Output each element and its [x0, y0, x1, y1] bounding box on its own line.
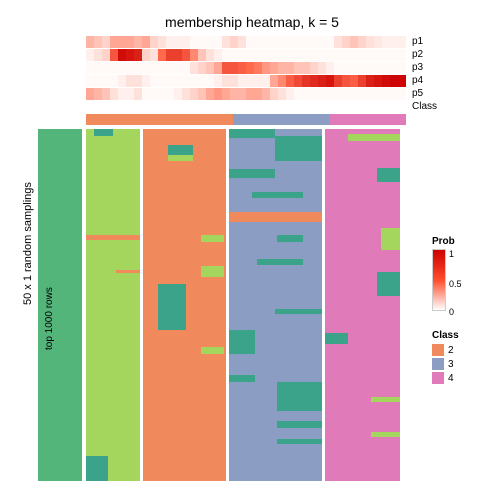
heatmap-block-3	[229, 129, 322, 481]
row-label: p4	[412, 75, 452, 87]
class-legend-item: 2	[432, 344, 492, 356]
prob-row-p3	[86, 62, 406, 74]
heatmap-block-2	[143, 129, 225, 481]
class-bar-segment	[86, 114, 233, 125]
heatmap-cell	[201, 347, 224, 354]
class-annotation-bar	[86, 114, 406, 125]
class-legend-title: Class	[432, 330, 492, 341]
heatmap-cell	[116, 270, 140, 274]
heatmap-cell	[277, 421, 322, 428]
heatmap-cell	[229, 212, 322, 223]
swatch-icon	[432, 344, 444, 356]
heatmap-cell	[325, 333, 347, 344]
heatmap-cell	[252, 192, 303, 197]
row-label: Class	[412, 101, 452, 113]
heatmap-cell	[348, 134, 400, 141]
heatmap-cell	[201, 266, 224, 277]
heatmap-cell	[168, 155, 193, 160]
prob-tick: 0.5	[449, 279, 462, 289]
prob-row-p4	[86, 75, 406, 87]
class-legend-label: 2	[448, 345, 454, 356]
y-axis-label-outer: 50 x 1 random samplings	[22, 182, 34, 305]
heatmap-block-1	[86, 129, 140, 481]
prob-legend: Prob 10.50	[432, 236, 492, 311]
prob-tick: 1	[449, 249, 454, 259]
heatmap-body	[86, 129, 406, 481]
prob-legend-ramp	[432, 249, 446, 311]
class-bar-segment	[233, 114, 329, 125]
heatmap-cell	[158, 284, 186, 330]
heatmap-cell	[229, 169, 276, 178]
prob-legend-ticks: 10.50	[449, 249, 469, 311]
heatmap-block-4	[325, 129, 400, 481]
heatmap-cell	[257, 259, 304, 264]
swatch-icon	[432, 372, 444, 384]
heatmap-cell	[201, 235, 224, 242]
heatmap-cell	[94, 129, 113, 136]
heatmap-cell	[229, 375, 255, 382]
heatmap-cell	[277, 382, 322, 410]
row-label: p1	[412, 36, 452, 48]
heatmap-cell	[381, 228, 400, 251]
heatmap-cell	[86, 456, 108, 481]
row-label: p2	[412, 49, 452, 61]
prob-legend-title: Prob	[432, 236, 492, 247]
heatmap-cell	[377, 168, 399, 182]
heatmap-figure: membership heatmap, k = 5 p1p2p3p4p5Clas…	[0, 0, 504, 504]
prob-row-p5	[86, 88, 406, 100]
heatmap-cell	[277, 235, 303, 242]
class-legend: Class 2 3 4	[432, 330, 492, 386]
swatch-icon	[432, 358, 444, 370]
heatmap-cell	[229, 129, 276, 138]
heatmap-cell	[371, 432, 399, 437]
heatmap-cell	[277, 439, 322, 444]
class-legend-label: 3	[448, 359, 454, 370]
class-legend-item: 3	[432, 358, 492, 370]
chart-title: membership heatmap, k = 5	[0, 14, 504, 30]
y-axis-label-inner: top 1000 rows	[44, 287, 55, 350]
heatmap-cell	[377, 272, 399, 297]
prob-annotation-rows	[86, 36, 406, 101]
heatmap-cell	[371, 397, 399, 402]
prob-row-p2	[86, 49, 406, 61]
prob-row-labels: p1p2p3p4p5Class	[412, 36, 452, 114]
class-bar-segment	[329, 114, 406, 125]
prob-tick: 0	[449, 307, 454, 317]
heatmap-cell	[275, 136, 322, 161]
class-legend-label: 4	[448, 373, 454, 384]
heatmap-cell	[86, 235, 140, 240]
heatmap-cell	[275, 309, 322, 314]
heatmap-cell	[229, 330, 255, 355]
row-label: p3	[412, 62, 452, 74]
row-label: p5	[412, 88, 452, 100]
heatmap-cell	[168, 145, 193, 156]
prob-row-p1	[86, 36, 406, 48]
class-legend-item: 4	[432, 372, 492, 384]
